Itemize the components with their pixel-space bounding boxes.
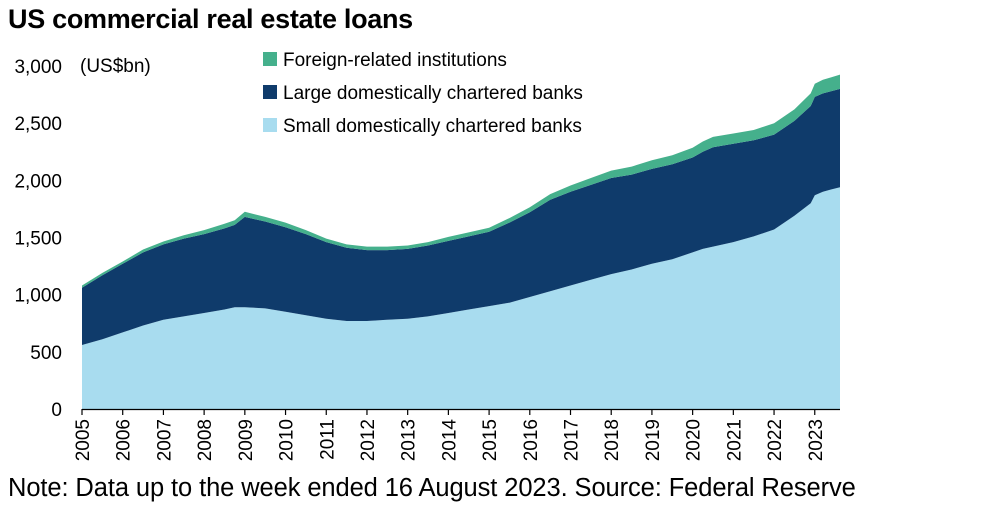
- legend-foreign-institutions: Foreign-related institutions: [263, 50, 507, 71]
- area-large-banks: [82, 88, 840, 346]
- x-tick-label: 2009: [236, 419, 257, 461]
- y-tick-label: 0: [51, 400, 62, 421]
- legend-label: Foreign-related institutions: [283, 50, 507, 71]
- legend-label: Small domestically chartered banks: [283, 116, 582, 137]
- x-axis-ticks: 2005 2006 2007 2008 2009 2010 2011 2012 2013 2014…: [73, 409, 827, 461]
- area-small-banks: [82, 187, 840, 409]
- y-axis-unit-label: (US$bn): [80, 56, 151, 77]
- x-tick-label: 2007: [154, 419, 175, 461]
- x-tick-label: 2020: [684, 419, 705, 461]
- legend: Foreign-related institutions Large domest…: [263, 50, 583, 137]
- x-tick-label: 2015: [480, 419, 501, 461]
- legend-label: Large domestically chartered banks: [283, 83, 583, 104]
- x-tick-label: 2013: [399, 419, 420, 461]
- y-tick-label: 2,000: [14, 171, 62, 192]
- y-tick-label: 1,500: [14, 229, 62, 250]
- legend-swatch: [263, 118, 277, 132]
- chart-title: US commercial real estate loans: [8, 4, 413, 34]
- x-tick-label: 2018: [602, 419, 623, 461]
- x-tick-label: 2019: [643, 419, 664, 461]
- y-tick-label: 2,500: [14, 114, 62, 135]
- source-note: Note: Data up to the week ended 16 Augus…: [8, 474, 856, 502]
- y-tick-label: 3,000: [14, 57, 62, 78]
- x-tick-label: 2022: [765, 419, 786, 461]
- x-tick-label: 2012: [358, 419, 379, 461]
- legend-swatch: [263, 85, 277, 99]
- y-tick-label: 500: [30, 343, 62, 364]
- chart-areas: [82, 74, 840, 409]
- x-tick-label: 2011: [317, 419, 338, 460]
- y-axis-ticks: 0 500 1,000 1,500 2,000 2,500 3,000: [14, 57, 62, 421]
- x-tick-label: 2006: [114, 419, 135, 461]
- x-tick-label: 2021: [724, 419, 745, 461]
- x-tick-label: 2010: [277, 419, 298, 461]
- x-tick-label: 2014: [439, 419, 460, 462]
- x-tick-label: 2005: [73, 419, 94, 461]
- y-tick-label: 1,000: [14, 286, 62, 307]
- x-tick-label: 2017: [562, 419, 583, 461]
- x-tick-label: 2016: [521, 419, 542, 461]
- legend-small-banks: Small domestically chartered banks: [263, 116, 582, 137]
- x-tick-label: 2023: [806, 419, 827, 461]
- legend-large-banks: Large domestically chartered banks: [263, 83, 583, 104]
- x-tick-label: 2008: [195, 419, 216, 461]
- legend-swatch: [263, 52, 277, 66]
